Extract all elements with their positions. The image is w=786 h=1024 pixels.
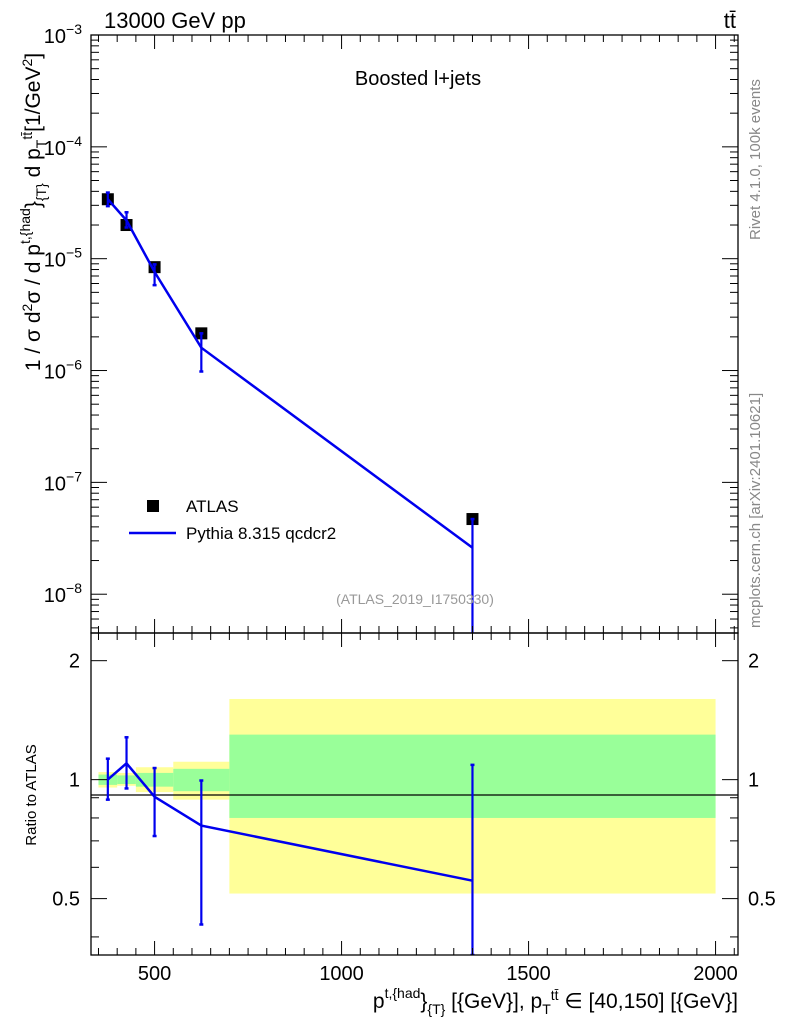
x-tick-label: 1500: [506, 963, 551, 985]
ratio-y-tick-label-right: 1: [748, 770, 759, 792]
analysis-id: (ATLAS_2019_I1750330): [336, 591, 494, 607]
y-tick-label: 10−6: [44, 357, 82, 384]
x-tick-label: 2000: [693, 963, 738, 985]
ratio-y-tick-label-right: 2: [748, 651, 759, 673]
y-tick-label: 10−8: [44, 580, 82, 607]
chart-title: Boosted l+jets: [355, 68, 481, 90]
main-series-group: [101, 191, 479, 633]
legend-pythia-label: Pythia 8.315 qcdcr2: [186, 524, 336, 543]
main-panel-frame: [90, 34, 739, 634]
ratio-y-tick-label: 1: [69, 770, 80, 792]
rivet-label: Rivet 4.1.0, 100k events: [747, 79, 764, 240]
ratio-y-tick-label-right: 0.5: [748, 889, 776, 911]
legend-atlas-marker: [147, 500, 159, 512]
legend: ATLAS Pythia 8.315 qcdcr2: [129, 497, 336, 543]
y-tick-label: 10−5: [44, 245, 82, 272]
x-tick-label: 1000: [319, 963, 364, 985]
x-axis-label: pt,{had}{T} [{GeV}], pTtt̄ ∈ [40,150] [{…: [373, 985, 738, 1017]
process-label: tt̄: [724, 8, 736, 33]
ratio-series-group: [105, 736, 475, 955]
pythia-line: [106, 198, 474, 549]
ratio-y-tick-label: 2: [69, 651, 80, 673]
ratio-panel-frame: [90, 632, 739, 956]
legend-atlas-label: ATLAS: [186, 497, 239, 516]
ratio-uncertainty-bands: [98, 698, 716, 894]
axis-tick-labels: 500 1000 1500 2000 10−8 10−7 10−6 10−5 10−4 10−3 0…: [44, 21, 776, 985]
x-tick-label: 500: [138, 963, 171, 985]
y-tick-label: 10−3: [44, 21, 82, 48]
ratio-y-axis-label: Ratio to ATLAS: [23, 744, 40, 845]
main-y-axis-label: 1 / σ d2σ / d pt,{had}{T} d pTtt̄[1/GeV2…: [17, 53, 49, 371]
y-tick-label: 10−7: [44, 468, 82, 495]
y-tick-label: 10−4: [44, 133, 82, 160]
ratio-y-tick-label: 0.5: [52, 889, 80, 911]
mcplots-label: mcplots.cern.ch [arXiv:2401.10621]: [747, 393, 764, 628]
axis-ticks: [91, 34, 738, 955]
energy-label: 13000 GeV pp: [104, 8, 246, 33]
